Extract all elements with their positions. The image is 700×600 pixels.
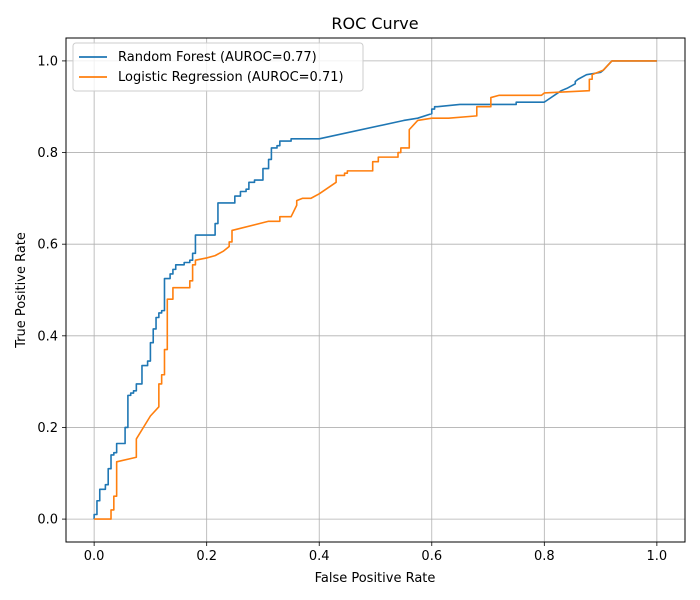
x-tick-label: 0.2 (196, 549, 217, 564)
y-axis-ticks: 0.0 0.2 0.4 0.6 0.8 1.0 (37, 54, 66, 528)
legend-label-random-forest: Random Forest (AUROC=0.77) (118, 50, 317, 65)
legend-box (72, 42, 364, 92)
y-tick-label: 0.8 (37, 146, 58, 161)
y-tick-label: 0.0 (37, 513, 58, 528)
series-group (93, 60, 657, 520)
y-tick-label: 0.2 (37, 421, 58, 436)
x-tick-label: 0.6 (421, 549, 442, 564)
plot-frame (65, 37, 686, 543)
x-tick-label: 0.4 (309, 549, 330, 564)
y-axis-label: True Positive Rate (14, 232, 29, 349)
x-tick-label: 1.0 (647, 549, 668, 564)
grid-lines (66, 38, 685, 542)
y-tick-label: 0.6 (37, 238, 58, 253)
x-axis-ticks: 0.0 0.2 0.4 0.6 0.8 1.0 (84, 542, 667, 564)
chart-title: ROC Curve (331, 14, 418, 33)
y-tick-label: 1.0 (37, 54, 58, 69)
x-tick-label: 0.0 (84, 549, 105, 564)
series-line-random-forest (93, 60, 657, 520)
x-tick-label: 0.8 (534, 549, 555, 564)
y-tick-label: 0.4 (37, 329, 58, 344)
series-line-logistic-regression (94, 60, 657, 520)
legend: Random Forest (AUROC=0.77) Logistic Regr… (72, 42, 364, 92)
x-axis-label: False Positive Rate (315, 571, 436, 586)
legend-label-logistic-regression: Logistic Regression (AUROC=0.71) (118, 70, 344, 85)
